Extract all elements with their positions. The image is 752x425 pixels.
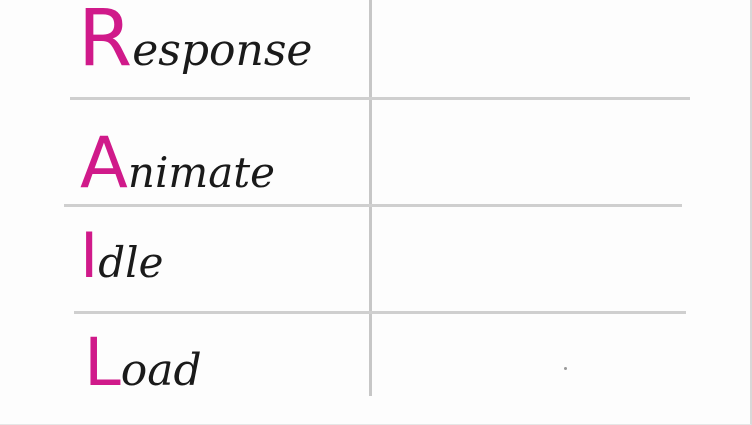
rail-word-rest: dle [98, 238, 164, 287]
rail-initial-r: R [78, 0, 133, 84]
rail-animate-word: Animate [80, 128, 275, 198]
rail-idle-word: Idle [80, 225, 163, 287]
pen-dot-mark [564, 367, 567, 370]
rail-initial-a: A [80, 122, 128, 204]
rail-initial-i: I [80, 219, 99, 292]
rail-word-rest: nimate [127, 148, 275, 197]
table-row-divider [74, 311, 686, 314]
rail-load-word: Load [84, 330, 202, 396]
table-row-divider [70, 97, 690, 100]
rail-initial-l: L [84, 324, 121, 401]
rail-word-rest: esponse [132, 25, 313, 76]
table-vertical-divider [369, 0, 372, 396]
rail-word-rest: oad [120, 345, 202, 396]
table-row-divider [64, 204, 682, 207]
rail-response-word: Response [78, 0, 312, 78]
